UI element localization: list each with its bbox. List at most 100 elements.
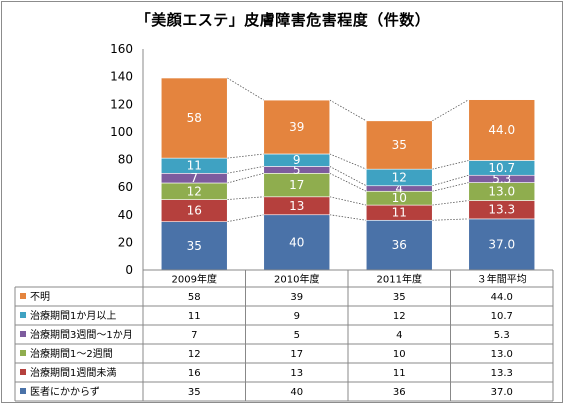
data-label-0-3: 37.0 [488,237,515,251]
series-line-1-0 [227,196,264,200]
series-line-0-1 [329,214,367,221]
y-tick-label-140: 140 [110,70,133,84]
bar-segment-5-3 [468,99,536,161]
y-tick-label-0: 0 [125,263,133,277]
data-label-3-0: 7 [190,171,198,185]
table-cell-4-1: 13 [290,368,303,379]
bar-segment-0-2 [365,219,433,271]
data-label-1-3: 13.3 [488,203,515,217]
category-label-1: 2010年度 [274,273,319,286]
data-label-4-3: 10.7 [488,161,515,175]
table-cell-5-2: 36 [393,387,406,398]
series-line-4-1 [329,153,367,170]
series-line-2-0 [227,172,264,184]
table-cell-0-3: 44.0 [491,292,513,303]
data-label-5-1: 39 [289,120,304,134]
series-line-3-0 [227,166,264,174]
data-label-5-0: 58 [187,111,202,125]
data-label-3-2: 4 [395,182,403,196]
data-label-1-0: 16 [187,204,202,218]
legend-key-2 [20,331,26,337]
series-line-4-0 [227,153,264,159]
data-label-2-1: 17 [289,178,304,192]
table-cell-1-1: 9 [294,311,300,322]
bar-segment-5-0 [160,77,228,159]
table-cell-2-2: 4 [396,330,402,341]
bar-segment-0-1 [263,214,331,271]
series-line-1-1 [329,196,367,206]
y-tick-label-40: 40 [118,208,133,222]
legend-label-3: 治療期間1～2週間 [30,347,113,360]
series-line-1-2 [432,200,469,206]
bar-segment-5-2 [365,120,433,170]
table-cell-4-2: 11 [393,368,406,379]
data-label-2-3: 13.0 [488,185,515,199]
table-cell-3-1: 17 [290,349,303,360]
table-cell-2-3: 5.3 [494,330,510,341]
series-line-5-2 [432,99,469,122]
data-label-1-1: 13 [289,199,304,213]
legend-key-4 [20,369,26,375]
y-tick-label-60: 60 [118,180,133,194]
series-line-2-2 [432,182,469,192]
legend-label-1: 治療期間1か月以上 [30,309,116,322]
series-line-2-1 [329,172,367,192]
table-cell-3-0: 12 [188,349,201,360]
legend-label-4: 治療期間1週間未満 [30,366,116,379]
series-line-3-1 [329,166,367,187]
y-tick-label-160: 160 [110,42,133,56]
table-cell-1-2: 12 [393,311,406,322]
data-label-5-2: 35 [392,138,407,152]
bar-segment-0-0 [160,221,228,271]
category-label-0: 2009年度 [172,273,217,286]
table-cell-3-2: 10 [393,349,406,360]
data-label-1-2: 11 [392,206,407,220]
data-label-2-2: 10 [392,191,407,205]
legend-key-1 [20,312,26,318]
table-cell-0-0: 58 [188,292,201,303]
legend-key-3 [20,350,26,356]
legend-label-0: 不明 [30,291,50,303]
data-label-0-0: 35 [187,239,202,253]
category-label-3: ３年間平均 [477,273,527,286]
table-cell-5-0: 35 [188,387,201,398]
table-cell-5-1: 40 [290,387,303,398]
legend-label-5: 医者にかからず [30,386,100,398]
data-label-4-2: 12 [392,170,407,184]
table-cell-2-0: 7 [191,330,197,341]
table-cell-1-0: 11 [188,311,201,322]
table-cell-4-3: 13.3 [491,368,513,379]
y-tick-label-120: 120 [110,97,133,111]
legend-label-2: 治療期間3週間～1か月 [30,328,133,341]
series-line-4-2 [432,160,469,170]
legend-key-5 [20,388,26,394]
y-tick-label-80: 80 [118,153,133,167]
legend-key-0 [20,293,26,299]
data-label-0-2: 36 [392,238,407,252]
data-label-4-0: 11 [187,159,202,173]
chart-title: 「美顔エステ」皮膚障害危害程度（件数） [135,11,431,29]
bar-segment-0-3 [468,218,536,271]
series-line-5-1 [329,99,367,122]
y-tick-label-20: 20 [118,235,133,249]
category-label-2: 2011年度 [377,273,422,286]
table-cell-0-1: 39 [290,292,303,303]
table-cell-2-1: 5 [294,330,300,341]
data-label-5-3: 44.0 [488,123,515,137]
data-label-2-0: 12 [187,184,202,198]
table-cell-3-3: 13.0 [491,349,513,360]
data-label-0-1: 40 [289,235,304,249]
data-label-3-1: 5 [293,163,301,177]
table-cell-4-0: 16 [188,368,201,379]
series-line-5-0 [227,77,264,101]
y-tick-label-100: 100 [110,125,133,139]
table-cell-5-3: 37.0 [491,387,513,398]
table-cell-0-2: 35 [393,292,406,303]
data-label-4-1: 9 [293,153,301,167]
table-cell-1-3: 10.7 [491,311,513,322]
bar-segment-5-1 [263,99,331,155]
series-line-3-2 [432,174,469,187]
series-line-0-0 [227,214,264,223]
series-line-0-2 [432,218,469,221]
